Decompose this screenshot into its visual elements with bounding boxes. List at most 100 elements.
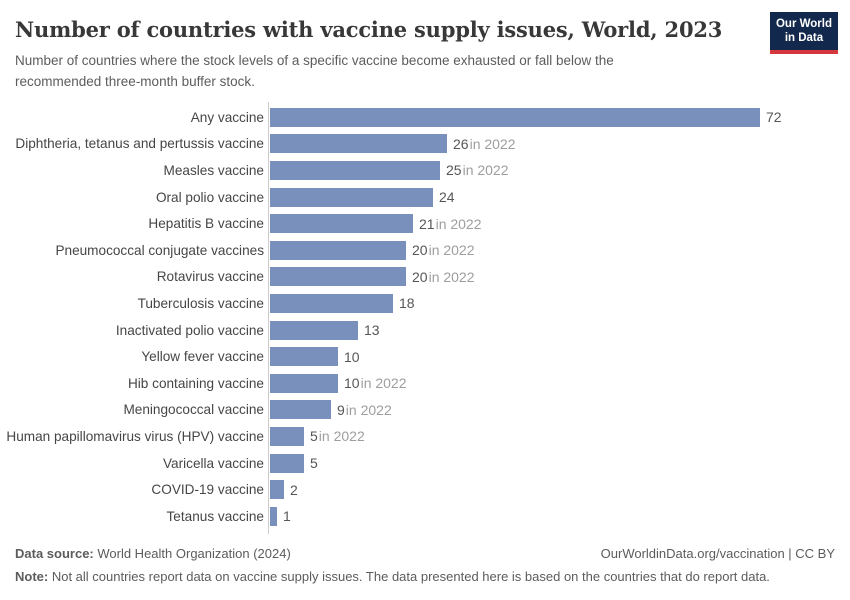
category-label: Hib containing vaccine (127, 375, 264, 391)
year-note: in 2022 (462, 162, 509, 179)
owid-logo-line1: Our World (775, 18, 832, 30)
category-label: Oral polio vaccine (155, 189, 264, 205)
bar-row: Tuberculosis vaccine 18 (0, 290, 850, 317)
chart-subtitle: Number of countries where the stock leve… (15, 51, 835, 93)
bar[interactable] (270, 400, 331, 420)
bar[interactable] (270, 506, 277, 526)
category-label: Hepatitis B vaccine (148, 216, 264, 232)
value-label: 5 (310, 428, 318, 445)
chart-subtitle-line2: recommended three-month buffer stock. (15, 73, 255, 89)
bar[interactable] (270, 160, 440, 180)
category-label: Pneumococcal conjugate vaccines (55, 242, 264, 258)
y-axis-line (268, 102, 269, 534)
owid-logo-line2: in Data (784, 32, 824, 45)
bar-area: 20 in 2022 (270, 240, 475, 260)
bar-row: Hib containing vaccine 10 in 2022 (0, 370, 850, 397)
data-source-text: World Health Organization (2024) (93, 546, 291, 561)
bar-area: 20 in 2022 (270, 267, 475, 287)
bar-chart: Any vaccine 72 Diphtheria, tetanus and per… (0, 102, 850, 534)
bar-area: 25 in 2022 (270, 160, 509, 180)
value-label: 26 (453, 135, 469, 152)
category-label: Tuberculosis vaccine (137, 295, 264, 311)
bar[interactable] (270, 240, 406, 260)
category-label: Measles vaccine (163, 162, 265, 178)
bar-area: 5 (270, 453, 318, 473)
category-label: Human papillomavirus virus (HPV) vaccine (6, 428, 264, 444)
year-note: in 2022 (360, 375, 407, 392)
bar[interactable] (270, 373, 338, 393)
page-title: Number of countries with vaccine supply … (15, 17, 723, 42)
category-label: Diphtheria, tetanus and pertussis vaccin… (15, 136, 264, 152)
year-note: in 2022 (428, 268, 475, 285)
bar-row: Yellow fever vaccine 10 (0, 343, 850, 370)
chart-subtitle-line1: Number of countries where the stock leve… (15, 53, 614, 68)
bar-area: 2 (270, 480, 298, 500)
category-label: Yellow fever vaccine (141, 349, 264, 365)
bar[interactable] (270, 480, 284, 500)
value-label: 24 (439, 189, 455, 206)
bar[interactable] (270, 187, 433, 207)
bar-row: Measles vaccine 25 in 2022 (0, 157, 850, 184)
bar-row: Oral polio vaccine 24 (0, 184, 850, 211)
chart-footer: Data source: World Health Organization (… (15, 546, 835, 584)
value-label: 10 (344, 375, 360, 392)
bar-area: 72 (270, 107, 782, 127)
category-label: Rotavirus vaccine (156, 269, 264, 285)
bar[interactable] (270, 426, 304, 446)
category-label: Meningococcal vaccine (123, 402, 264, 418)
credit-link[interactable]: OurWorldinData.org/vaccination | CC BY (600, 546, 835, 561)
data-source-label: Data source: (15, 546, 94, 561)
bar-row: Tetanus vaccine 1 (0, 503, 850, 530)
bar-row: Human papillomavirus virus (HPV) vaccine… (0, 423, 850, 450)
bar-area: 13 (270, 320, 380, 340)
category-label: Any vaccine (190, 109, 264, 125)
year-note: in 2022 (318, 428, 365, 445)
bar-area: 18 (270, 293, 415, 313)
bar-area: 9 in 2022 (270, 400, 392, 420)
bar[interactable] (270, 107, 760, 127)
category-label: Tetanus vaccine (166, 508, 264, 524)
bar[interactable] (270, 453, 304, 473)
bar-row: Diphtheria, tetanus and pertussis vaccin… (0, 131, 850, 158)
bar-row: COVID-19 vaccine 2 (0, 476, 850, 503)
bar-row: Rotavirus vaccine 20 in 2022 (0, 264, 850, 291)
bar[interactable] (270, 134, 447, 154)
value-label: 72 (766, 109, 782, 126)
bar-area: 10 (270, 347, 360, 367)
year-note: in 2022 (435, 215, 482, 232)
bar-area: 26 in 2022 (270, 134, 516, 154)
value-label: 10 (344, 348, 360, 365)
bar-row: Any vaccine 72 (0, 104, 850, 131)
category-label: Inactivated polio vaccine (115, 322, 264, 338)
bar-area: 21 in 2022 (270, 214, 482, 234)
bar[interactable] (270, 293, 393, 313)
bar-row: Hepatitis B vaccine 21 in 2022 (0, 210, 850, 237)
bar-area: 1 (270, 506, 291, 526)
bar[interactable] (270, 214, 413, 234)
bar-area: 10 in 2022 (270, 373, 407, 393)
value-label: 20 (412, 242, 428, 259)
year-note: in 2022 (469, 135, 516, 152)
value-label: 20 (412, 268, 428, 285)
value-label: 18 (399, 295, 415, 312)
category-label: Varicella vaccine (163, 455, 264, 471)
bar[interactable] (270, 267, 406, 287)
value-label: 9 (337, 401, 345, 418)
footnote-text: Not all countries report data on vaccine… (48, 569, 770, 584)
bar-row: Varicella vaccine 5 (0, 450, 850, 477)
value-label: 13 (364, 322, 380, 339)
owid-logo[interactable]: Our World in Data (769, 12, 838, 54)
bar-rows: Any vaccine 72 Diphtheria, tetanus and per… (0, 104, 850, 530)
value-label: 25 (446, 162, 462, 179)
bar-row: Inactivated polio vaccine 13 (0, 317, 850, 344)
bar-area: 5 in 2022 (270, 426, 365, 446)
value-label: 2 (290, 481, 298, 498)
bar[interactable] (270, 347, 338, 367)
data-source: Data source: World Health Organization (… (15, 546, 291, 561)
year-note: in 2022 (428, 242, 475, 259)
value-label: 1 (283, 508, 291, 525)
category-label: COVID-19 vaccine (151, 482, 264, 498)
bar-row: Pneumococcal conjugate vaccines 20 in 2022 (0, 237, 850, 264)
bar[interactable] (270, 320, 358, 340)
